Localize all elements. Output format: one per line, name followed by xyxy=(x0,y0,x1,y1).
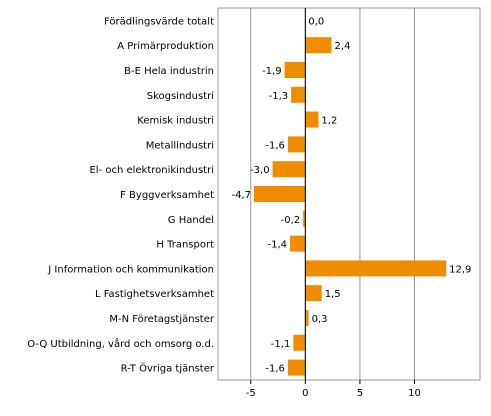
category-label-7: F Byggverksamhet xyxy=(120,190,214,201)
value-label-5: -1,6 xyxy=(265,140,285,151)
value-label-8: -0,2 xyxy=(281,215,301,226)
value-label-13: -1,1 xyxy=(271,339,291,350)
bar-13 xyxy=(293,334,306,351)
value-label-4: 1,2 xyxy=(321,116,337,127)
category-label-13: O-Q Utbildning, vård och omsorg o.d. xyxy=(27,337,214,350)
category-label-5: Metallindustri xyxy=(146,140,214,151)
x-tick-label-1: 0 xyxy=(302,388,308,399)
bar-10 xyxy=(305,260,447,277)
category-label-0: Förädlingsvärde totalt xyxy=(104,16,214,27)
plot-frame xyxy=(217,7,481,381)
value-label-7: -4,7 xyxy=(232,190,252,201)
bar-2 xyxy=(284,62,306,78)
x-tick-label-2: 5 xyxy=(357,388,363,399)
value-label-2: -1,9 xyxy=(262,66,282,77)
bar-6 xyxy=(272,161,306,178)
value-label-10: 12,9 xyxy=(449,264,471,275)
category-label-11: L Fastighetsverksamhet xyxy=(95,289,214,300)
bar-8 xyxy=(303,210,306,227)
bar-1 xyxy=(305,37,332,54)
value-label-6: -3,0 xyxy=(250,165,270,176)
bar-7 xyxy=(254,186,306,202)
bar-4 xyxy=(305,111,319,128)
bar-5 xyxy=(287,136,306,153)
value-label-1: 2,4 xyxy=(335,41,351,52)
bar-11 xyxy=(305,285,322,302)
category-label-2: B-E Hela industrin xyxy=(124,66,214,77)
value-label-12: 0,3 xyxy=(312,314,328,325)
x-tick-label-3: 10 xyxy=(408,388,421,399)
category-label-4: Kemisk industri xyxy=(137,116,214,127)
x-tick-label-0: -5 xyxy=(246,388,256,399)
bar-14 xyxy=(287,359,306,376)
bar-12 xyxy=(305,310,309,326)
category-label-10: J Information och kommunikation xyxy=(47,264,214,275)
bar-3 xyxy=(291,86,306,103)
category-label-6: El- och elektronikindustri xyxy=(89,165,214,176)
category-label-8: G Handel xyxy=(168,215,214,226)
category-label-14: R-T Övriga tjänster xyxy=(121,362,215,375)
category-label-12: M-N Företagstjänster xyxy=(109,314,215,325)
value-label-3: -1,3 xyxy=(269,91,289,102)
value-label-11: 1,5 xyxy=(325,289,341,300)
value-label-9: -1,4 xyxy=(268,240,288,251)
category-label-1: A Primärproduktion xyxy=(117,41,214,52)
category-label-3: Skogsindustri xyxy=(147,91,214,102)
value-label-0: 0,0 xyxy=(308,16,324,27)
category-label-9: H Transport xyxy=(156,240,214,251)
bar-9 xyxy=(290,235,306,252)
value-label-14: -1,6 xyxy=(265,364,285,375)
